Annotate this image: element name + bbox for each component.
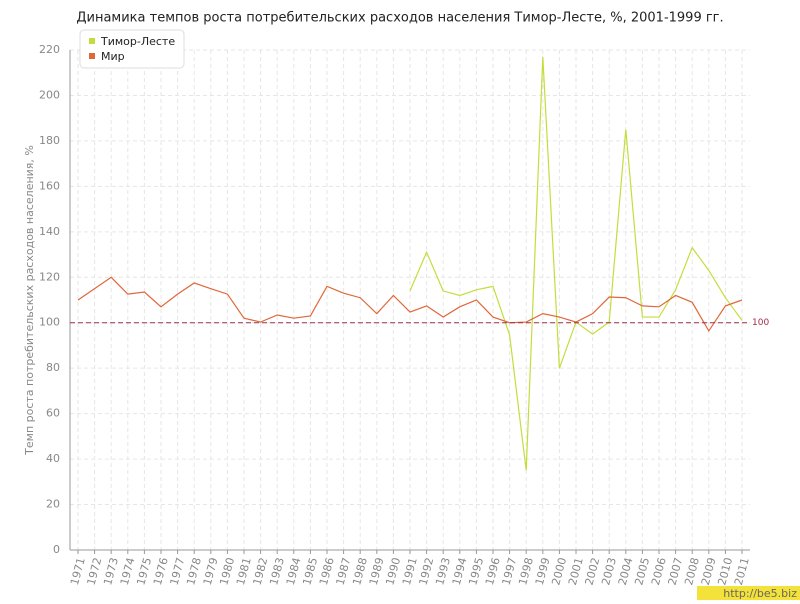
y-tick-label: 180 [39, 134, 60, 147]
y-tick-label: 60 [46, 407, 60, 420]
reference-label: 100 [752, 318, 769, 328]
x-tick-label: 2011 [732, 556, 752, 586]
y-tick-label: 80 [46, 361, 60, 374]
y-tick-label: 40 [46, 452, 60, 465]
y-tick-label: 20 [46, 498, 60, 511]
watermark: http://be5.biz [723, 587, 797, 600]
legend-box [79, 29, 185, 69]
y-tick-label: 100 [39, 316, 60, 329]
y-axis-label: Темп роста потребительских расходов насе… [23, 145, 36, 456]
y-tick-label: 160 [39, 179, 60, 192]
series-line [77, 276, 743, 333]
chart-title: Динамика темпов роста потребительских ра… [76, 11, 723, 26]
y-tick-label: 220 [39, 43, 60, 56]
legend-label: Мир [101, 50, 125, 63]
legend-swatch [89, 38, 95, 44]
legend-swatch [89, 53, 95, 59]
y-tick-label: 120 [39, 270, 60, 283]
legend-label: Тимор-Лесте [100, 35, 175, 48]
y-tick-label: 200 [39, 88, 60, 101]
y-tick-label: 0 [53, 543, 60, 556]
y-tick-label: 140 [39, 225, 60, 238]
watermark-bg [697, 586, 800, 600]
